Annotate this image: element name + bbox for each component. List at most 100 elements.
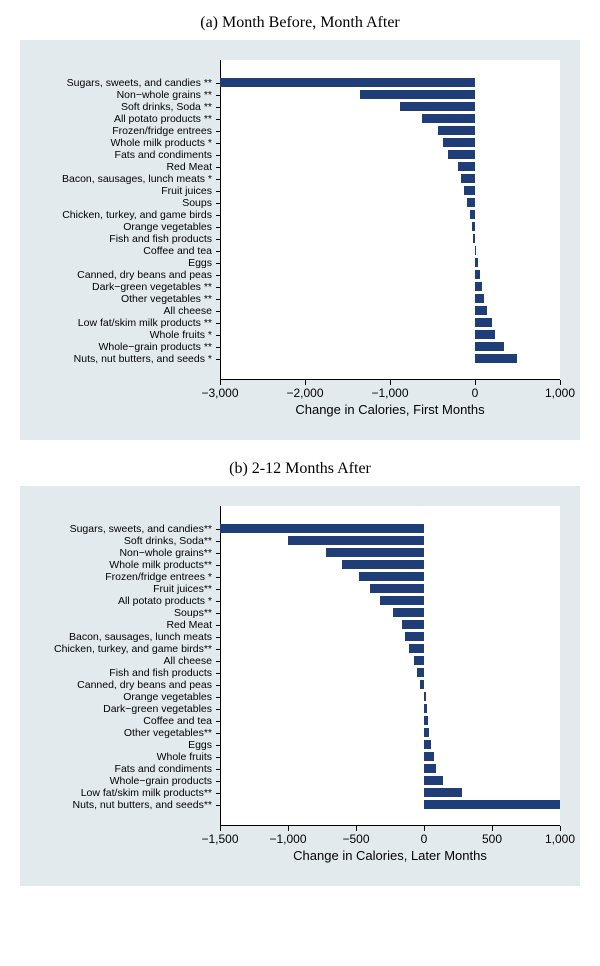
- bar: [475, 342, 504, 351]
- y-tick: [216, 709, 220, 710]
- bar: [424, 764, 436, 773]
- bar: [475, 330, 495, 339]
- y-tick: [216, 733, 220, 734]
- category-label: Whole−grain products: [20, 775, 212, 786]
- x-tick-label: −2,000: [286, 386, 323, 400]
- category-label: Coffee and tea: [20, 715, 212, 726]
- y-tick: [216, 721, 220, 722]
- panel-b-title: (b) 2-12 Months After: [0, 460, 600, 478]
- bar: [405, 632, 424, 641]
- category-label: All cheese: [20, 305, 212, 316]
- bar: [414, 656, 424, 665]
- bar: [443, 138, 475, 147]
- y-tick: [216, 347, 220, 348]
- chart-a: −3,000−2,000−1,00001,000Change in Calori…: [20, 40, 580, 440]
- y-tick: [216, 757, 220, 758]
- bar: [326, 548, 424, 557]
- category-label: Soups**: [20, 607, 212, 618]
- y-tick: [216, 565, 220, 566]
- bar: [472, 222, 475, 231]
- category-label: Orange vegetables: [20, 221, 212, 232]
- category-label: All cheese: [20, 655, 212, 666]
- x-tick-label: 1,000: [545, 386, 575, 400]
- bar: [475, 258, 478, 267]
- y-tick: [216, 553, 220, 554]
- x-tick: [560, 826, 561, 831]
- bar: [370, 584, 424, 593]
- y-tick: [216, 697, 220, 698]
- x-tick-label: 500: [482, 832, 502, 846]
- bar: [360, 90, 475, 99]
- y-tick: [216, 227, 220, 228]
- bar: [470, 210, 475, 219]
- category-label: Low fat/skim milk products **: [20, 317, 212, 328]
- x-tick: [424, 826, 425, 831]
- category-label: Sugars, sweets, and candies**: [20, 523, 212, 534]
- category-label: Other vegetables **: [20, 293, 212, 304]
- category-label: Eggs: [20, 739, 212, 750]
- bar: [359, 572, 424, 581]
- bar: [475, 306, 487, 315]
- x-tick-label: −1,000: [269, 832, 306, 846]
- bar: [475, 282, 482, 291]
- category-label: Coffee and tea: [20, 245, 212, 256]
- x-tick: [492, 826, 493, 831]
- bar: [475, 354, 517, 363]
- x-tick-label: 0: [472, 386, 479, 400]
- category-label: Canned, dry beans and peas: [20, 679, 212, 690]
- category-label: Low fat/skim milk products**: [20, 787, 212, 798]
- y-tick: [216, 805, 220, 806]
- category-label: Bacon, sausages, lunch meats: [20, 631, 212, 642]
- x-tick-label: 0: [421, 832, 428, 846]
- category-label: Canned, dry beans and peas: [20, 269, 212, 280]
- bar: [438, 126, 475, 135]
- bar: [475, 294, 484, 303]
- category-label: Other vegetables**: [20, 727, 212, 738]
- bar: [400, 102, 475, 111]
- x-tick: [220, 826, 221, 831]
- bar: [424, 752, 434, 761]
- bar: [393, 608, 424, 617]
- category-label: Chicken, turkey, and game birds**: [20, 643, 212, 654]
- bar: [220, 78, 475, 87]
- bar: [424, 716, 428, 725]
- category-label: Fruit juices**: [20, 583, 212, 594]
- category-label: Whole milk products**: [20, 559, 212, 570]
- category-label: Red Meat: [20, 161, 212, 172]
- category-label: Orange vegetables: [20, 691, 212, 702]
- y-tick: [216, 119, 220, 120]
- x-tick: [390, 380, 391, 385]
- category-label: Whole milk products *: [20, 137, 212, 148]
- bar: [422, 114, 475, 123]
- category-label: All potato products **: [20, 113, 212, 124]
- y-tick: [216, 323, 220, 324]
- y-tick: [216, 263, 220, 264]
- category-label: Fats and condiments: [20, 763, 212, 774]
- y-tick: [216, 577, 220, 578]
- bar: [473, 234, 475, 243]
- y-tick: [216, 287, 220, 288]
- category-label: Frozen/fridge entrees *: [20, 571, 212, 582]
- y-tick: [216, 251, 220, 252]
- y-axis-line: [220, 60, 221, 380]
- bar: [424, 800, 560, 809]
- x-tick: [288, 826, 289, 831]
- y-axis-line: [220, 506, 221, 826]
- x-tick-label: −500: [342, 832, 369, 846]
- y-tick: [216, 781, 220, 782]
- category-label: Dark−green vegetables: [20, 703, 212, 714]
- bar: [424, 776, 443, 785]
- x-tick: [475, 380, 476, 385]
- bar: [475, 246, 476, 255]
- y-tick: [216, 155, 220, 156]
- category-label: Soups: [20, 197, 212, 208]
- category-label: Dark−green vegetables **: [20, 281, 212, 292]
- bar: [288, 536, 424, 545]
- y-tick: [216, 673, 220, 674]
- panel-a-title: (a) Month Before, Month After: [0, 14, 600, 32]
- y-tick: [216, 335, 220, 336]
- bar: [424, 704, 427, 713]
- category-label: Red Meat: [20, 619, 212, 630]
- bar: [461, 174, 475, 183]
- y-tick: [216, 311, 220, 312]
